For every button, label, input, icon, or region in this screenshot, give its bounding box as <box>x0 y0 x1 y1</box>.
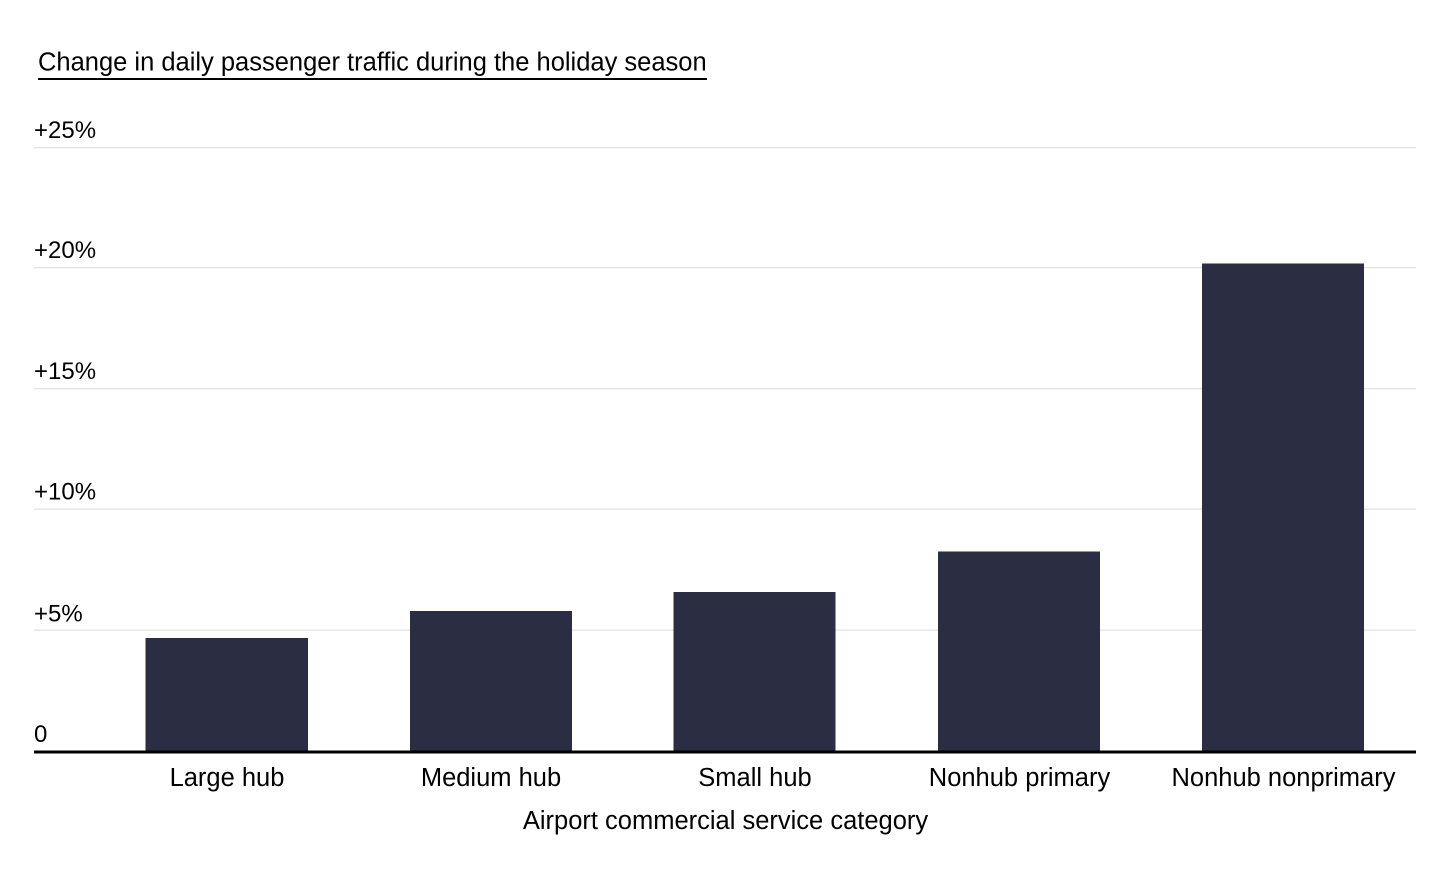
svg-text:+10%: +10% <box>34 479 96 506</box>
svg-text:Nonhub nonprimary: Nonhub nonprimary <box>1172 764 1396 792</box>
svg-text:+5%: +5% <box>34 601 83 628</box>
svg-text:Nonhub primary: Nonhub primary <box>929 764 1111 792</box>
svg-text:+20%: +20% <box>34 237 96 264</box>
svg-text:Change in daily passenger traf: Change in daily passenger traffic during… <box>38 49 707 77</box>
svg-text:Large hub: Large hub <box>170 764 285 792</box>
svg-text:Small hub: Small hub <box>698 764 811 792</box>
svg-text:Airport commercial service cat: Airport commercial service category <box>523 807 929 835</box>
svg-text:+25%: +25% <box>34 117 96 144</box>
svg-text:Medium hub: Medium hub <box>421 764 561 792</box>
svg-text:0: 0 <box>34 721 47 748</box>
svg-text:+15%: +15% <box>34 358 96 385</box>
